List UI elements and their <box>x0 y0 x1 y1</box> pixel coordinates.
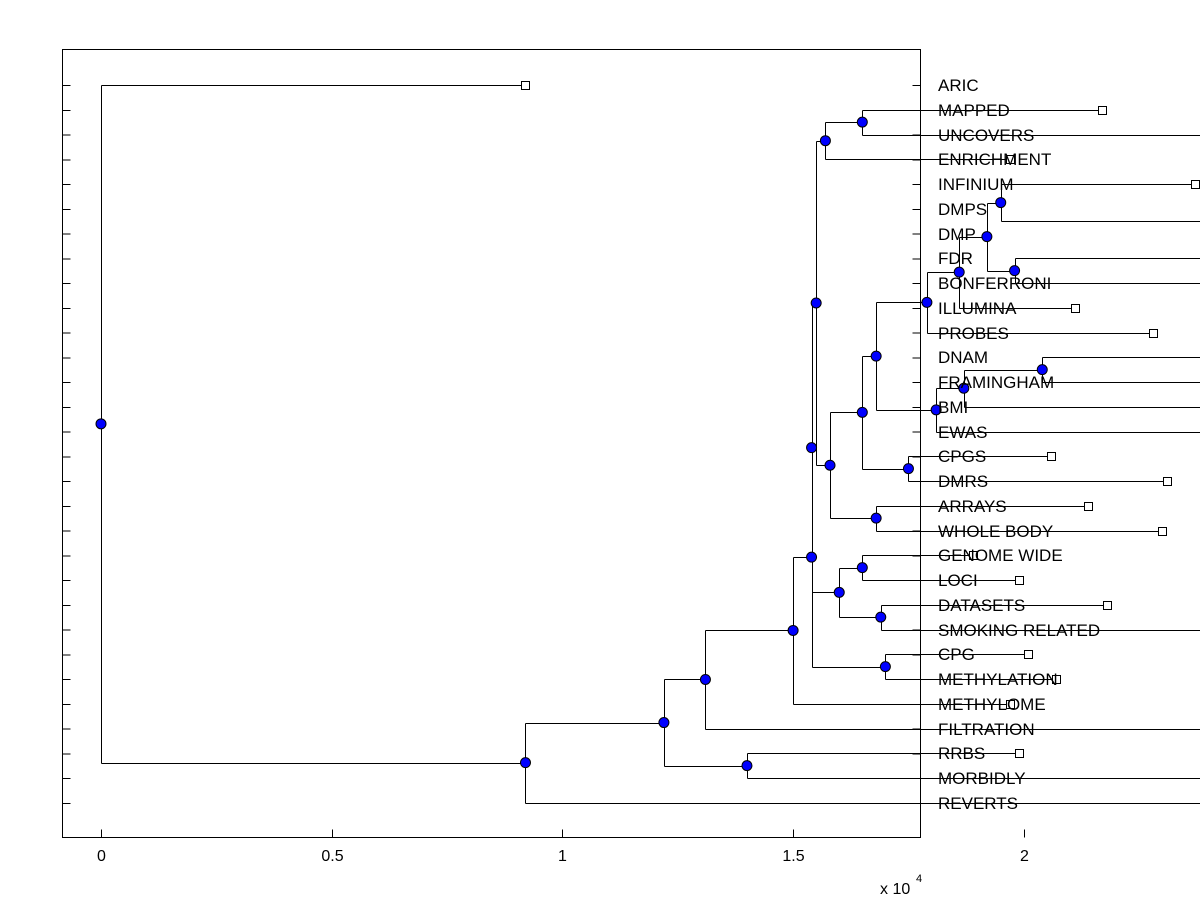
merge-node <box>741 760 753 772</box>
merge-node <box>95 418 107 430</box>
merge-node <box>995 197 1007 209</box>
leaf-marker <box>1047 452 1056 461</box>
merge-node <box>856 406 868 418</box>
leaf-label: METHYLATION <box>938 670 1058 689</box>
merge-node <box>819 135 831 147</box>
merge-node <box>824 459 836 471</box>
merge-node <box>1009 265 1021 277</box>
leaf-marker <box>521 81 530 90</box>
leaf-label: DNAM <box>938 348 988 367</box>
merge-node <box>870 350 882 362</box>
merge-node <box>856 562 868 574</box>
merge-node <box>658 717 670 729</box>
merge-node <box>879 661 891 673</box>
leaf-marker <box>1006 155 1015 164</box>
leaf-label: DATASETS <box>938 596 1025 615</box>
leaf-label: DMP <box>938 225 976 244</box>
merge-node <box>930 404 942 416</box>
x-tick-label: 0 <box>97 848 106 865</box>
leaf-label: UNCOVERS <box>938 126 1034 145</box>
leaf-label: CPG <box>938 645 975 664</box>
leaf-marker <box>1071 304 1080 313</box>
merge-node <box>958 382 970 394</box>
merge-node <box>981 231 993 243</box>
x-tick-label: 1.5 <box>782 848 804 865</box>
leaf-label: ARRAYS <box>938 497 1007 516</box>
merge-node <box>833 586 845 598</box>
merge-node <box>1036 364 1048 376</box>
merge-node <box>699 673 711 685</box>
merge-node <box>875 611 887 623</box>
leaf-label: FRAMINGHAM <box>938 373 1054 392</box>
leaf-label: MAPPED <box>938 101 1010 120</box>
merge-node-markers <box>95 116 1048 772</box>
leaf-marker <box>1098 106 1107 115</box>
leaf-labels: ARICMAPPEDUNCOVERSENRICHMENTINFINIUMDMPS… <box>938 76 1100 813</box>
x-tick-label: 2 <box>1020 848 1029 865</box>
merge-node <box>953 266 965 278</box>
leaf-label: SMOKING RELATED <box>938 621 1100 640</box>
x-tick-label: 0.5 <box>321 848 343 865</box>
leaf-marker <box>1006 700 1015 709</box>
leaf-marker <box>1103 601 1112 610</box>
leaf-marker <box>1024 650 1033 659</box>
leaf-label: FILTRATION <box>938 720 1035 739</box>
leaf-label: WHOLE BODY <box>938 522 1053 541</box>
leaf-label: FDR <box>938 249 973 268</box>
x-tick-labels: 00.511.522.533.5 <box>97 848 1029 865</box>
leaf-label: METHYLOME <box>938 695 1046 714</box>
leaf-marker <box>969 551 978 560</box>
leaf-marker <box>1163 477 1172 486</box>
leaf-marker <box>1158 527 1167 536</box>
leaf-marker <box>1084 502 1093 511</box>
plot-frame <box>62 49 921 838</box>
leaf-marker <box>1015 749 1024 758</box>
leaf-label: ARIC <box>938 76 979 95</box>
merge-node <box>806 551 818 563</box>
leaf-marker <box>1149 329 1158 338</box>
leaf-label: REVERTS <box>938 794 1018 813</box>
leaf-label: BONFERRONI <box>938 274 1051 293</box>
leaf-label: INFINIUM <box>938 175 1014 194</box>
leaf-marker <box>1052 675 1061 684</box>
merge-node <box>902 463 914 475</box>
merge-node <box>856 116 868 128</box>
leaf-label: PROBES <box>938 324 1009 343</box>
x-multiplier-base: x 10 <box>880 881 910 898</box>
leaf-marker <box>1191 180 1200 189</box>
leaf-label: RRBS <box>938 744 985 763</box>
merge-node <box>787 624 799 636</box>
leaf-label: EWAS <box>938 423 987 442</box>
leaf-label: GENOME WIDE <box>938 546 1063 565</box>
merge-node <box>810 297 822 309</box>
merge-node <box>806 442 818 454</box>
leaf-label: DMPS <box>938 200 987 219</box>
leaf-label: MORBIDLY <box>938 769 1026 788</box>
x-axis-multiplier: x 10 4 <box>880 873 922 898</box>
leaf-label: ENRICHMENT <box>938 150 1051 169</box>
leaf-label: ILLUMINA <box>938 299 1017 318</box>
merge-node <box>519 757 531 769</box>
x-tick-label: 1 <box>558 848 567 865</box>
leaf-label: BMI <box>938 398 968 417</box>
merge-node <box>921 296 933 308</box>
leaf-label: DMRS <box>938 472 988 491</box>
leaf-label: LOCI <box>938 571 978 590</box>
leaf-markers <box>521 81 1200 758</box>
merge-node <box>870 512 882 524</box>
leaf-marker <box>1015 576 1024 585</box>
leaf-label: CPGS <box>938 447 986 466</box>
x-multiplier-exponent: 4 <box>916 873 922 885</box>
